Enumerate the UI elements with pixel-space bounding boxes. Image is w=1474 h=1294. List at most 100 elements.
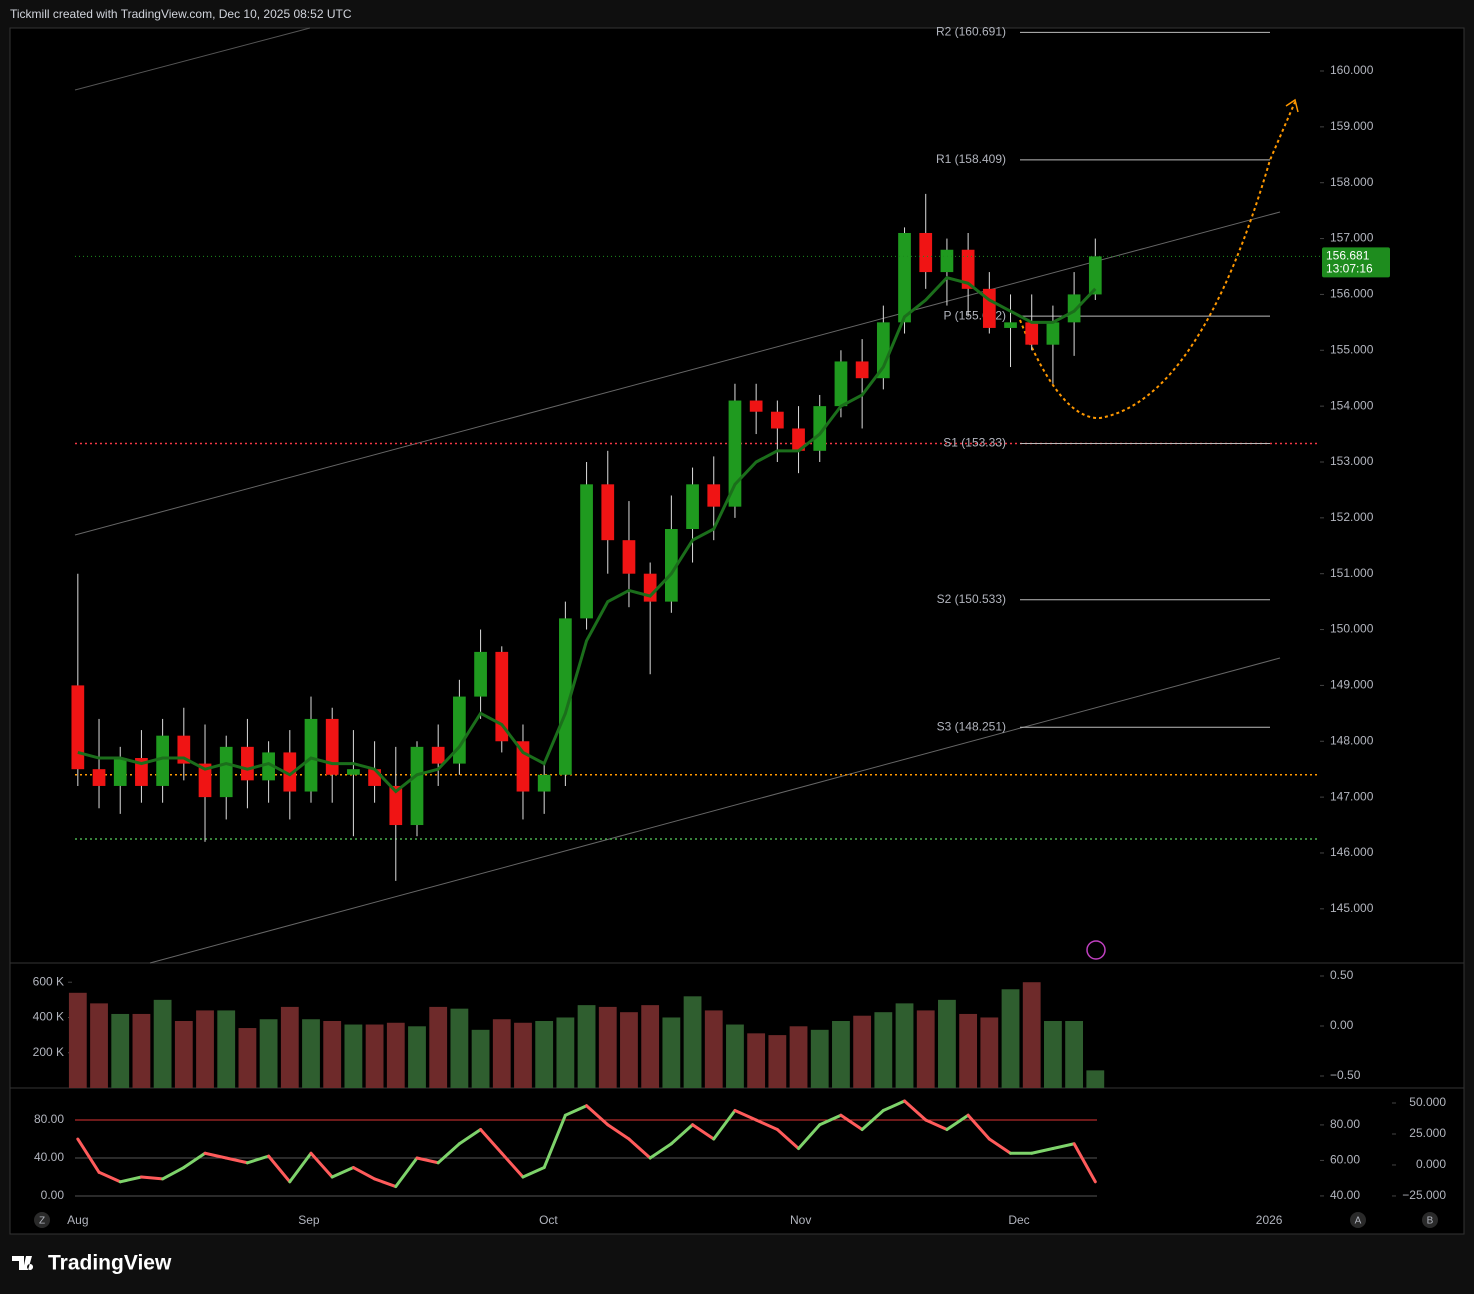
volume-bar xyxy=(259,1019,278,1088)
volume-bar xyxy=(853,1015,872,1088)
event-icon[interactable] xyxy=(1086,940,1106,960)
last-price-tag xyxy=(1322,247,1390,278)
volume-bar xyxy=(789,1026,808,1088)
candle-body xyxy=(601,484,615,541)
candle-body xyxy=(219,746,233,798)
oscillator-segment xyxy=(118,1175,143,1184)
volume-bar xyxy=(938,999,956,1088)
oscillator-segment xyxy=(585,1104,610,1127)
oscillator-segment xyxy=(839,1113,864,1132)
oscillator-segment xyxy=(669,1123,695,1146)
x-tick-label: 2026 xyxy=(1256,1213,1283,1227)
oscillator-segment xyxy=(351,1166,377,1181)
oscillator-segment xyxy=(1030,1147,1055,1155)
volume-bar xyxy=(217,1010,236,1088)
y-tick-label: 155.000 xyxy=(1330,342,1374,356)
oscillator-segment xyxy=(606,1123,631,1141)
oscillator-segment xyxy=(267,1154,292,1184)
oscillator-segment xyxy=(754,1118,779,1132)
volume-bar xyxy=(959,1013,978,1088)
candle-body xyxy=(262,752,275,781)
oscillator-segment xyxy=(881,1099,907,1113)
trend-line xyxy=(74,27,311,91)
oscillator-segment xyxy=(987,1137,1013,1155)
candle-body xyxy=(156,735,169,786)
volume-bar xyxy=(535,1021,554,1088)
pivot-label: R2 (160.691) xyxy=(936,25,1006,39)
candle-body xyxy=(686,484,699,530)
oscillator-segment xyxy=(139,1175,165,1181)
oscillator-segment xyxy=(797,1123,822,1151)
volume-bar xyxy=(895,1003,914,1088)
candle-body xyxy=(241,746,254,781)
oscillator-segment xyxy=(945,1113,970,1132)
x-tick-label: Nov xyxy=(790,1213,811,1227)
oscillator-segment xyxy=(224,1156,249,1165)
x-tick-label: Oct xyxy=(539,1213,558,1227)
oscillator-segment xyxy=(76,1137,101,1174)
volume-bar xyxy=(429,1006,448,1088)
oscillator-segment xyxy=(648,1142,673,1160)
volume-bar xyxy=(598,1006,617,1088)
candle-body xyxy=(813,406,827,451)
pivot-label: S2 (150.533) xyxy=(937,592,1006,606)
volume-bar xyxy=(280,1006,299,1088)
y3-tick-label: 0.000 xyxy=(1416,1157,1446,1171)
candle-body xyxy=(1004,322,1017,328)
volume-bar xyxy=(111,1013,130,1088)
oscillator-segment xyxy=(479,1128,504,1155)
toolbar-button[interactable] xyxy=(1422,1212,1438,1228)
y-tick-label: 149.000 xyxy=(1330,678,1374,692)
oscillator-segment xyxy=(542,1113,567,1170)
candle-body xyxy=(495,651,509,742)
y-tick-label: 153.000 xyxy=(1330,454,1374,468)
toolbar-button[interactable] xyxy=(1350,1212,1366,1228)
oscillator-segment xyxy=(1051,1142,1076,1151)
volume-bar xyxy=(344,1024,363,1088)
volume-bar xyxy=(1022,982,1041,1088)
y-tick-label: 600 K xyxy=(33,974,64,988)
candle-body xyxy=(961,249,975,289)
oscillator-segment xyxy=(712,1109,737,1141)
candle-body xyxy=(71,685,85,770)
y3-tick-label: 25.000 xyxy=(1409,1126,1446,1140)
y-tick-label: 152.000 xyxy=(1330,510,1374,524)
ema-line xyxy=(77,275,1097,794)
volume-bar xyxy=(577,1005,596,1088)
toolbar-button-label: Z xyxy=(39,1216,45,1227)
volume-bar xyxy=(323,1021,342,1088)
candle-body xyxy=(876,322,890,379)
oscillator-segment xyxy=(500,1151,525,1179)
candle-body xyxy=(580,484,593,619)
y2-tick-label: 60.00 xyxy=(1330,1153,1360,1167)
oscillator-segment xyxy=(521,1166,546,1179)
y-tick-label: 151.000 xyxy=(1330,566,1374,580)
volume-bar xyxy=(302,1019,320,1088)
oscillator-segment xyxy=(415,1156,440,1165)
oscillator-segment xyxy=(330,1166,355,1179)
volume-bar xyxy=(68,992,87,1088)
candle-body xyxy=(940,249,954,273)
y2-tick-label: 80.00 xyxy=(1330,1117,1360,1131)
candle-body xyxy=(749,400,763,412)
candle-body xyxy=(198,763,212,798)
oscillator-segment xyxy=(924,1118,949,1132)
oscillator-segment xyxy=(818,1113,843,1127)
candle-body xyxy=(770,411,784,429)
y-tick-label: 80.00 xyxy=(34,1112,64,1126)
volume-bar xyxy=(1001,989,1020,1088)
y3-tick-label: 50.000 xyxy=(1409,1095,1446,1109)
volume-bar xyxy=(408,1026,426,1088)
toolbar-button[interactable] xyxy=(34,1212,50,1228)
x-tick-label: Dec xyxy=(1008,1213,1029,1227)
candle-body xyxy=(1088,256,1102,295)
oscillator-segment xyxy=(161,1166,186,1181)
candle-body xyxy=(622,540,636,574)
toolbar-button-label: B xyxy=(1427,1216,1434,1227)
y-tick-label: 159.000 xyxy=(1330,119,1374,133)
candle-body xyxy=(707,484,721,507)
trend-line xyxy=(149,657,1281,964)
oscillator-segment xyxy=(1072,1142,1097,1184)
candle-body xyxy=(474,651,487,697)
